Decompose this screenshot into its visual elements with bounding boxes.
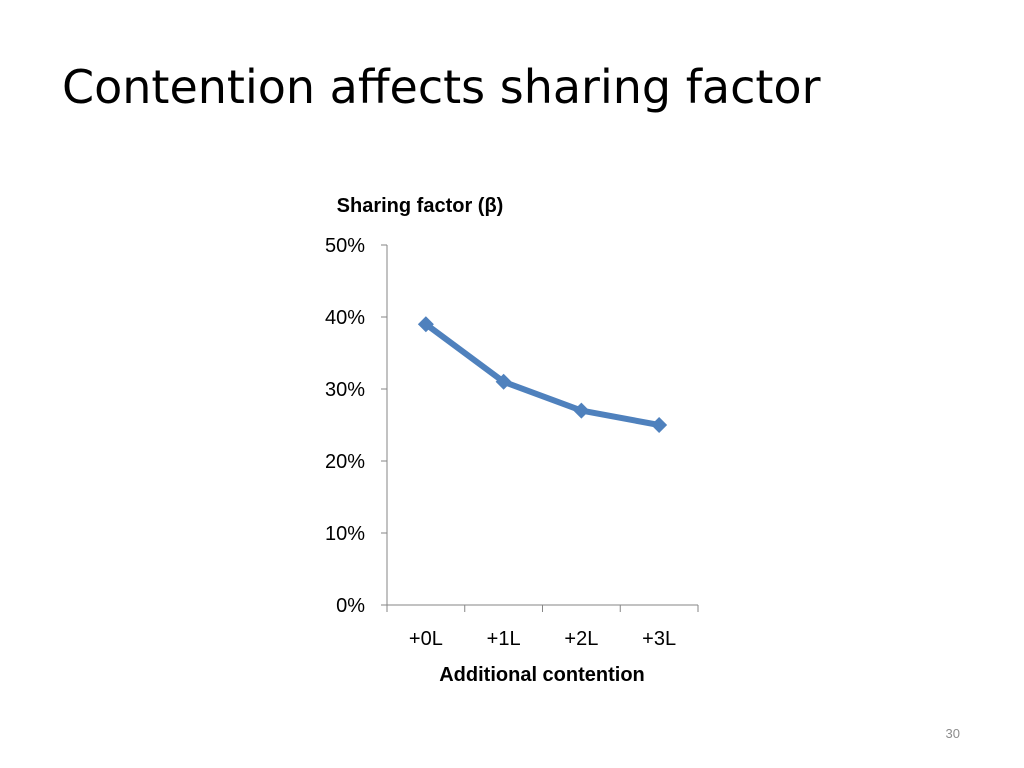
slide-number: 30 [945,726,960,741]
y-tick-label: 50% [325,235,365,257]
data-point-marker [417,316,434,333]
y-tick-label: 10% [325,523,365,545]
series-line [422,321,663,428]
data-point-marker [495,373,512,390]
data-point-marker [573,402,590,419]
slide-title: Contention affects sharing factor [62,60,821,114]
x-tick-label: +0L [409,628,443,650]
data-point-marker [651,417,668,433]
y-tick-label: 20% [325,451,365,473]
y-tick-label: 30% [325,379,365,401]
x-axis-label: Additional contention [439,664,645,686]
chart-title: Sharing factor (β) [337,195,504,217]
x-tick-label: +3L [642,628,676,650]
x-tick-label: +2L [564,628,598,650]
plot-area: 0% 10% 20% 30% 40% 50% +0L +1L +2L +3L [325,235,699,650]
y-tick-label: 0% [336,595,365,617]
y-tick-label: 40% [325,307,365,329]
x-tick-label: +1L [487,628,521,650]
